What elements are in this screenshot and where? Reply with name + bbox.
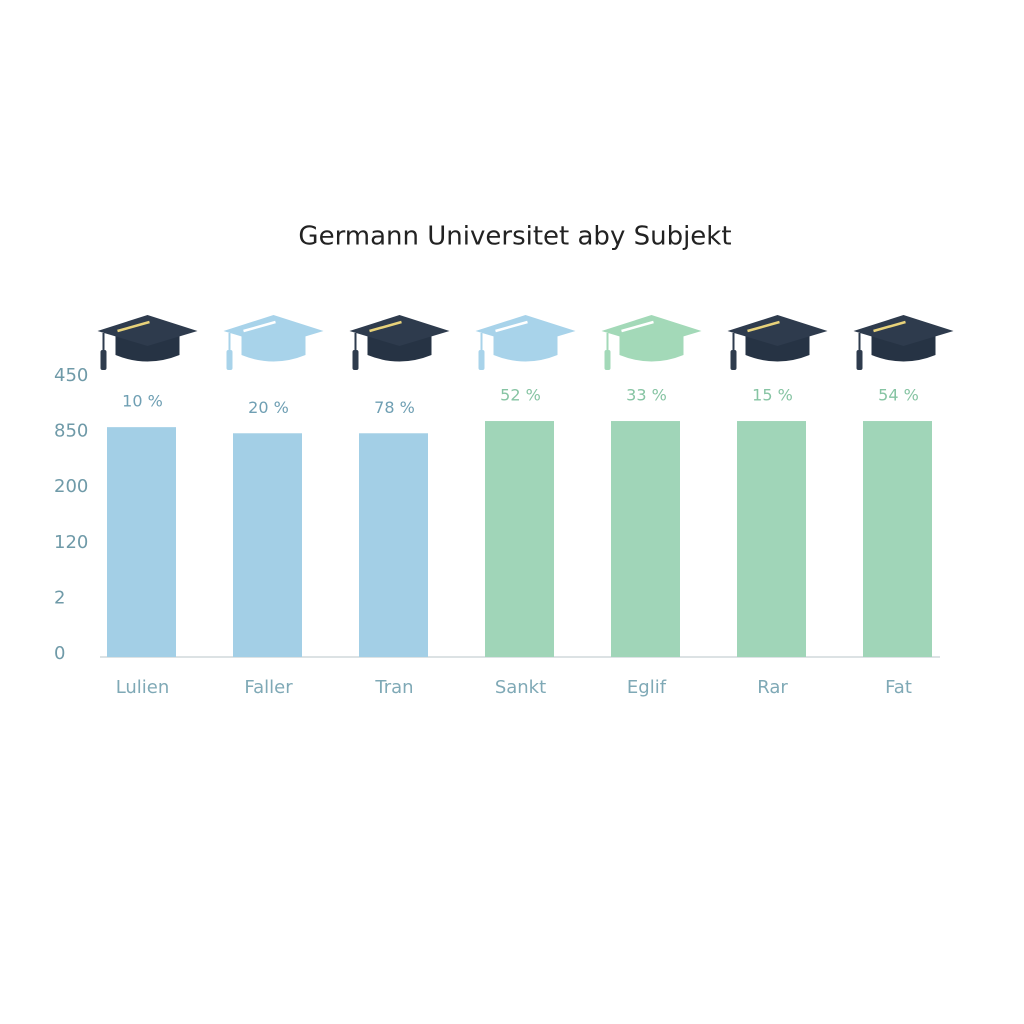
x-tick-label: Faller bbox=[244, 677, 293, 698]
bar-label: 10 % bbox=[122, 392, 163, 411]
graduation-cap-icon bbox=[475, 315, 576, 370]
cap-crown bbox=[619, 335, 684, 362]
bar bbox=[107, 427, 176, 657]
x-tick-label: Lulien bbox=[116, 677, 170, 698]
y-tick-label: 2 bbox=[54, 587, 65, 608]
x-tick-label: Tran bbox=[374, 677, 413, 698]
bar-label: 15 % bbox=[752, 386, 793, 405]
cap-crown bbox=[745, 335, 810, 362]
graduation-cap-icon bbox=[223, 315, 324, 370]
y-tick-label: 120 bbox=[54, 532, 88, 553]
cap-crown bbox=[871, 335, 936, 362]
cap-board bbox=[853, 315, 954, 346]
cap-board bbox=[601, 315, 702, 346]
graduation-cap-icon bbox=[601, 315, 702, 370]
cap-crown bbox=[493, 335, 558, 362]
bar bbox=[737, 421, 806, 657]
cap-board bbox=[349, 315, 450, 346]
cap-tassel bbox=[730, 350, 737, 370]
cap-tassel bbox=[856, 350, 863, 370]
cap-board bbox=[97, 315, 198, 346]
x-tick-label: Rar bbox=[757, 677, 788, 698]
cap-crown bbox=[367, 335, 432, 362]
bar-label: 78 % bbox=[374, 398, 415, 417]
cap-stripe bbox=[747, 320, 780, 333]
cap-tassel bbox=[352, 350, 359, 370]
y-tick-label: 0 bbox=[54, 643, 65, 664]
cap-stripe bbox=[369, 320, 402, 333]
bar bbox=[359, 433, 428, 657]
chart-title: Germann Universitet aby Subjekt bbox=[298, 222, 731, 252]
x-tick-label: Sankt bbox=[495, 677, 546, 698]
y-tick-label: 200 bbox=[54, 476, 88, 497]
graduation-cap-icon bbox=[853, 315, 954, 370]
bar-label: 33 % bbox=[626, 386, 667, 405]
bar bbox=[233, 433, 302, 657]
graduation-cap-icon bbox=[349, 315, 450, 370]
cap-stripe bbox=[117, 320, 150, 333]
cap-stripe bbox=[495, 320, 528, 333]
y-tick-label: 450 bbox=[54, 365, 88, 386]
x-tick-label: Fat bbox=[885, 677, 912, 698]
cap-crown bbox=[115, 335, 180, 362]
bar bbox=[485, 421, 554, 657]
bar bbox=[611, 421, 680, 657]
cap-crown bbox=[241, 335, 306, 362]
cap-board bbox=[475, 315, 576, 346]
bar-label: 54 % bbox=[878, 386, 919, 405]
graduation-cap-icon bbox=[97, 315, 198, 370]
cap-stripe bbox=[873, 320, 906, 333]
bar bbox=[863, 421, 932, 657]
cap-stripe bbox=[621, 320, 654, 333]
y-tick-label: 850 bbox=[54, 421, 88, 442]
cap-stripe bbox=[243, 320, 276, 333]
bar-label: 52 % bbox=[500, 386, 541, 405]
x-tick-label: Eglif bbox=[627, 677, 667, 698]
bar-label: 20 % bbox=[248, 398, 289, 417]
graduation-cap-icon bbox=[727, 315, 828, 370]
cap-board bbox=[727, 315, 828, 346]
cap-tassel bbox=[478, 350, 485, 370]
cap-board bbox=[223, 315, 324, 346]
cap-tassel bbox=[100, 350, 107, 370]
cap-tassel bbox=[226, 350, 233, 370]
cap-tassel bbox=[604, 350, 611, 370]
